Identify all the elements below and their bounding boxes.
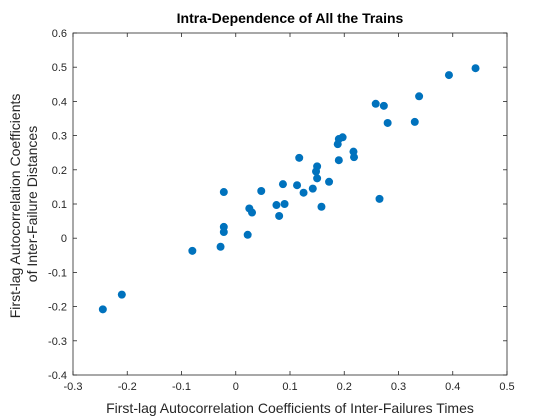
x-tick-label: -0.1	[172, 381, 191, 393]
x-tick-label: 0.1	[282, 381, 297, 393]
y-tick-label: 0.6	[52, 28, 67, 40]
x-tick-label: -0.2	[118, 381, 137, 393]
y-tick-label: 0.3	[52, 131, 67, 143]
axis-ticks: -0.3 -0.2 -0.1 0 0.1 0.2 0.3 0.4 0.5-0.4-0.3-0.2…	[48, 28, 515, 393]
data-point	[375, 194, 384, 203]
y-tick-label: 0.1	[52, 199, 67, 211]
plot-area	[73, 33, 507, 375]
data-point	[248, 208, 257, 217]
data-point	[272, 201, 281, 210]
data-point	[117, 290, 126, 299]
data-point	[410, 117, 419, 126]
axes-box	[72, 32, 508, 376]
y-tick-label: -0.1	[48, 267, 67, 279]
data-point	[350, 153, 359, 162]
data-point	[308, 184, 317, 193]
y-tick-label: -0.4	[48, 370, 67, 382]
data-point	[383, 118, 392, 127]
data-point	[325, 177, 334, 186]
x-tick-label: 0	[233, 381, 239, 393]
data-points	[98, 64, 480, 314]
data-point	[371, 99, 380, 108]
x-tick-label: 0.4	[445, 381, 460, 393]
data-point	[334, 156, 343, 165]
data-point	[98, 305, 107, 314]
data-point	[313, 174, 322, 183]
data-point	[313, 162, 322, 171]
data-point	[188, 246, 197, 255]
data-point	[299, 188, 308, 197]
y-tick-label: -0.2	[48, 302, 67, 314]
x-tick-label: 0.2	[337, 381, 352, 393]
data-point	[338, 133, 347, 142]
data-point	[243, 230, 252, 239]
y-tick-label: 0.4	[52, 96, 67, 108]
data-point	[275, 211, 284, 220]
data-point	[219, 188, 228, 197]
y-tick-label: 0	[61, 233, 67, 245]
y-axis-label-line-2: of Inter-Failure Distances	[24, 126, 40, 282]
y-tick-label: 0.2	[52, 165, 67, 177]
x-tick-label: -0.3	[64, 381, 83, 393]
data-point	[257, 187, 266, 196]
data-point	[444, 71, 453, 80]
data-point	[379, 101, 388, 110]
data-point	[415, 92, 424, 101]
chart-title: Intra-Dependence of All the Trains	[177, 10, 404, 26]
x-axis-label: First-lag Autocorrelation Coefficients o…	[106, 400, 474, 416]
data-point	[293, 181, 302, 190]
y-tick-label: -0.3	[48, 336, 67, 348]
x-tick-label: 0.3	[391, 381, 406, 393]
data-point	[219, 228, 228, 237]
data-point	[317, 202, 326, 211]
x-tick-label: 0.5	[499, 381, 514, 393]
y-axis-label: First-lag Autocorrelation Coefficients o…	[7, 90, 40, 319]
data-point	[216, 242, 225, 251]
data-point	[295, 153, 304, 162]
y-axis-label-line-1: First-lag Autocorrelation Coefficients	[7, 94, 23, 319]
y-tick-label: 0.5	[52, 62, 67, 74]
data-point	[278, 180, 287, 189]
data-point	[280, 200, 289, 208]
data-point	[471, 64, 480, 73]
